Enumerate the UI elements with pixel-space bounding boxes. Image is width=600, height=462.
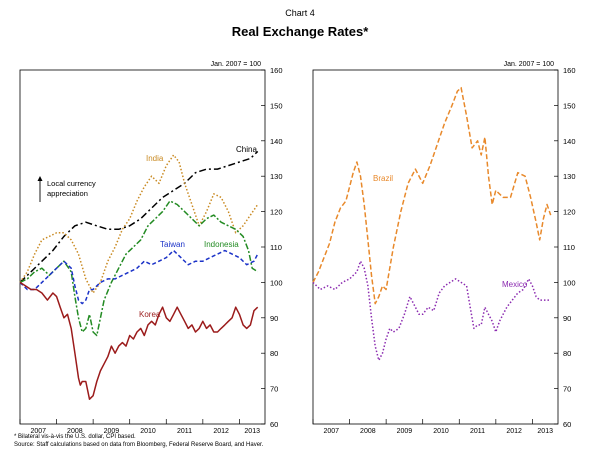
y-tick-label: 100 xyxy=(563,278,576,287)
left-panel: 60 70 80 90 100 110 120 130 140 150 160 Jan. 2007 =… xyxy=(19,61,283,435)
x-tick-label: 2009 xyxy=(104,428,120,435)
notes: * Bilateral vis-à-vis the U.S. dollar, C… xyxy=(14,433,263,449)
y-tick-label: 90 xyxy=(563,314,571,323)
x-tick-label: 2009 xyxy=(397,428,413,435)
y-tick-label: 140 xyxy=(270,137,283,146)
x-tick-label: 2007 xyxy=(30,428,46,435)
y-tick-label: 110 xyxy=(270,243,282,252)
x-tick-label: 2011 xyxy=(470,428,485,435)
series-line-india xyxy=(19,154,259,294)
series-line-mexico xyxy=(312,260,551,362)
y-tick-label: 80 xyxy=(270,349,278,358)
y-tick-label: 100 xyxy=(270,278,283,287)
y-tick-label: 90 xyxy=(270,314,278,323)
right-panel: 60 70 80 90 100 110 120 130 140 150 160 Jan. 2007 =… xyxy=(312,61,576,435)
series-label-taiwan: Taiwan xyxy=(160,240,185,249)
x-tick-label: 2012 xyxy=(213,428,229,435)
chart-number: Chart 4 xyxy=(285,8,315,18)
x-tick-label: 2010 xyxy=(433,428,449,435)
annotation-text: appreciation xyxy=(47,189,88,198)
y-tick-label: 150 xyxy=(270,101,283,110)
series-line-korea xyxy=(19,281,259,400)
source-note: Source: Staff calculations based on data… xyxy=(14,442,264,448)
y-tick-label: 140 xyxy=(563,137,576,146)
series-label-brazil: Brazil xyxy=(373,174,393,183)
series-label-mexico: Mexico xyxy=(502,280,528,289)
plot-frame xyxy=(312,69,559,425)
y-tick-label: 150 xyxy=(563,101,576,110)
axis-note: Jan. 2007 = 100 xyxy=(211,61,262,68)
y-tick-label: 130 xyxy=(563,172,576,181)
series-label-indonesia: Indonesia xyxy=(204,240,239,249)
x-tick-label: 2011 xyxy=(177,428,192,435)
y-tick-label: 130 xyxy=(270,172,283,181)
y-tick-label: 160 xyxy=(270,66,283,75)
y-tick-label: 120 xyxy=(563,208,576,217)
series-line-china xyxy=(19,150,259,283)
y-tick-label: 160 xyxy=(563,66,576,75)
footnote: * Bilateral vis-à-vis the U.S. dollar, C… xyxy=(14,434,136,440)
y-tick-label: 60 xyxy=(270,420,278,429)
annotation-arrow-head xyxy=(37,176,43,181)
y-tick-label: 70 xyxy=(563,385,571,394)
x-tick-label: 2013 xyxy=(244,428,260,435)
x-tick-label: 2012 xyxy=(506,428,522,435)
series-label-india: India xyxy=(146,154,164,163)
y-tick-label: 80 xyxy=(563,349,571,358)
series-label-china: China xyxy=(236,145,257,154)
x-tick-label: 2008 xyxy=(360,428,376,435)
chart-title: Real Exchange Rates* xyxy=(231,24,369,39)
x-tick-label: 2010 xyxy=(140,428,156,435)
series-line-indonesia xyxy=(19,200,259,337)
y-tick-label: 70 xyxy=(270,385,278,394)
x-tick-label: 2007 xyxy=(323,428,339,435)
series-label-korea: Korea xyxy=(139,310,161,319)
y-tick-label: 60 xyxy=(563,420,571,429)
y-tick-label: 120 xyxy=(270,208,283,217)
axis-note: Jan. 2007 = 100 xyxy=(504,61,555,68)
x-tick-label: 2013 xyxy=(537,428,553,435)
series-line-brazil xyxy=(312,86,552,305)
x-tick-label: 2008 xyxy=(67,428,83,435)
annotation-text: Local currency xyxy=(47,179,96,188)
y-tick-label: 110 xyxy=(563,243,575,252)
